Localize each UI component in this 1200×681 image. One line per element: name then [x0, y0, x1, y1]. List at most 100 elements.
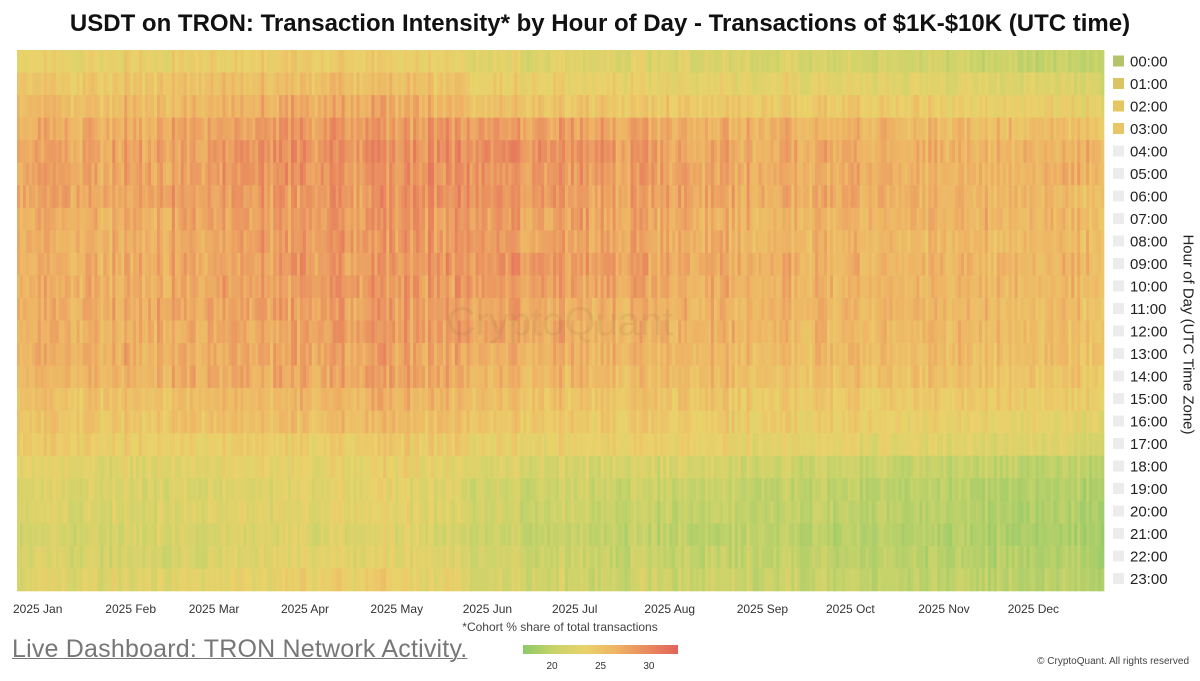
- heatmap-cell: [469, 388, 473, 411]
- heatmap-cell: [624, 275, 628, 299]
- heatmap-cell: [219, 433, 223, 457]
- heatmap-cell: [189, 388, 194, 411]
- heatmap-cell: [70, 207, 74, 231]
- heatmap-cell: [148, 50, 152, 73]
- heatmap-cell: [386, 297, 390, 321]
- heatmap-cell: [359, 523, 363, 547]
- heatmap-cell: [142, 320, 146, 344]
- heatmap-cell: [290, 545, 295, 569]
- heatmap-cell: [112, 478, 116, 502]
- heatmap-cell: [94, 95, 98, 118]
- heatmap-cell: [523, 320, 527, 344]
- heatmap-cell: [538, 50, 542, 73]
- heatmap-cell: [541, 140, 545, 164]
- heatmap-cell: [535, 500, 539, 524]
- heatmap-cell: [177, 252, 182, 276]
- heatmap-cell: [139, 410, 143, 434]
- heatmap-cell: [359, 275, 363, 299]
- heatmap-cell: [353, 433, 357, 457]
- heatmap-cell: [454, 500, 459, 524]
- heatmap-cell: [273, 95, 277, 118]
- heatmap-cell: [433, 162, 438, 186]
- heatmap-cell: [416, 365, 420, 389]
- heatmap-cell: [115, 185, 119, 209]
- heatmap-cell: [255, 185, 259, 209]
- heatmap-cell: [487, 140, 491, 164]
- heatmap-cell: [326, 185, 331, 209]
- heatmap-cell: [618, 230, 622, 254]
- heatmap-cell: [115, 320, 119, 344]
- heatmap-cell: [326, 500, 331, 524]
- heatmap-cell: [285, 117, 289, 141]
- heatmap-cell: [374, 500, 378, 524]
- heatmap-cell: [136, 162, 140, 186]
- heatmap-cell: [436, 478, 441, 502]
- heatmap-cell: [159, 545, 164, 569]
- heatmap-cell: [317, 410, 322, 434]
- heatmap-cell: [22, 50, 27, 73]
- heatmap-cell: [270, 230, 274, 254]
- heatmap-cell: [94, 185, 98, 209]
- heatmap-cell: [517, 388, 521, 411]
- heatmap-cell: [183, 297, 188, 321]
- heatmap-cell: [559, 117, 563, 141]
- heatmap-cell: [243, 410, 247, 434]
- heatmap-cell: [419, 410, 423, 434]
- heatmap-cell: [416, 275, 420, 299]
- heatmap-cell: [436, 252, 441, 276]
- heatmap-cell: [249, 140, 253, 164]
- heatmap-cell: [514, 478, 518, 502]
- heatmap-cell: [171, 185, 176, 209]
- heatmap-cell: [34, 207, 39, 231]
- heatmap-cell: [386, 230, 390, 254]
- heatmap-cell: [31, 162, 36, 186]
- heatmap-cell: [213, 117, 217, 141]
- heatmap-cell: [85, 207, 89, 231]
- heatmap-cell: [329, 545, 334, 569]
- heatmap-cell: [627, 95, 631, 118]
- heatmap-cell: [478, 140, 482, 164]
- heatmap-cell: [481, 185, 485, 209]
- heatmap-cell: [425, 95, 429, 118]
- heatmap-cell: [91, 478, 95, 502]
- heatmap-cell: [305, 230, 310, 254]
- heatmap-cell: [484, 455, 488, 479]
- heatmap-cell: [133, 320, 137, 344]
- heatmap-cell: [576, 95, 581, 118]
- heatmap-cell: [535, 162, 539, 186]
- heatmap-cell: [561, 388, 566, 411]
- heatmap-cell: [192, 410, 197, 434]
- heatmap-cell: [213, 455, 217, 479]
- heatmap-cell: [320, 207, 325, 231]
- heatmap-cell: [561, 72, 566, 96]
- heatmap-cell: [469, 455, 473, 479]
- heatmap-cell: [451, 388, 456, 411]
- heatmap-cell: [121, 523, 125, 547]
- heatmap-cell: [633, 275, 637, 299]
- heatmap-cell: [398, 117, 402, 141]
- heatmap-cell: [55, 252, 60, 276]
- heatmap-cell: [288, 50, 292, 73]
- heatmap-cell: [556, 140, 560, 164]
- heatmap-cell: [49, 433, 54, 457]
- heatmap-cell: [243, 365, 247, 389]
- heatmap-cell: [94, 433, 98, 457]
- heatmap-cell: [61, 410, 65, 434]
- heatmap-cell: [335, 365, 339, 389]
- heatmap-cell: [43, 388, 48, 411]
- heatmap-cell: [249, 320, 253, 344]
- heatmap-cell: [64, 388, 68, 411]
- heatmap-cell: [344, 95, 348, 118]
- heatmap-cell: [570, 433, 575, 457]
- heatmap-cell: [299, 162, 304, 186]
- heatmap-cell: [82, 433, 86, 457]
- heatmap-cell: [255, 72, 259, 96]
- heatmap-cell: [282, 568, 286, 592]
- heatmap-cell: [139, 140, 143, 164]
- heatmap-cell: [22, 275, 27, 299]
- heatmap-cell: [198, 72, 202, 96]
- heatmap-cell: [567, 140, 572, 164]
- heatmap-cell: [88, 478, 92, 502]
- heatmap-cell: [517, 320, 521, 344]
- heatmap-cell: [231, 545, 235, 569]
